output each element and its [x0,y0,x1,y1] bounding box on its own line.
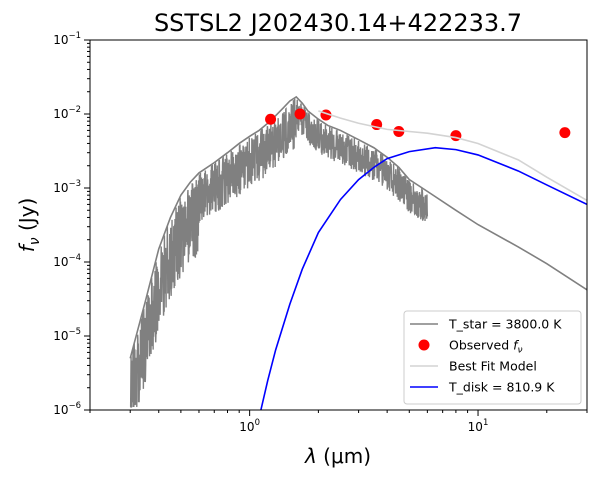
observed-point [450,130,461,141]
observed-point [265,114,276,125]
y-tick-label: 10−3 [53,179,81,195]
chart-title: SSTSL2 J202430.14+422233.7 [154,9,522,37]
x-axis-label: λ (μm) [304,444,371,468]
y-label-unit: (Jy) [15,198,39,238]
stellar-spectrum-absorption-texture [130,99,427,407]
y-axis-label: fν (Jy) [15,198,43,253]
x-tick-label: 101 [468,418,489,434]
legend-label: T_star = 3800.0 K [448,317,562,332]
legend-marker [419,340,430,351]
y-tick-label: 10−6 [53,401,81,417]
observed-point [295,109,306,120]
y-tick-label: 10−5 [53,327,81,343]
y-tick-label: 10−4 [53,253,81,269]
observed-point [559,127,570,138]
x-label-unit: (μm) [317,444,371,468]
x-axis: 100 101 [90,410,587,434]
x-label-lambda: λ [304,444,317,468]
y-tick-label: 10−1 [53,31,81,47]
legend-label: Best Fit Model [449,359,537,374]
y-tick-label: 10−2 [53,105,81,121]
y-label-sub: ν [27,237,43,245]
x-tick-label: 100 [239,418,260,434]
legend-label: T_disk = 810.9 K [448,380,555,395]
y-axis: 10−6 10−5 10−4 10−3 10−2 10−1 [53,31,90,417]
